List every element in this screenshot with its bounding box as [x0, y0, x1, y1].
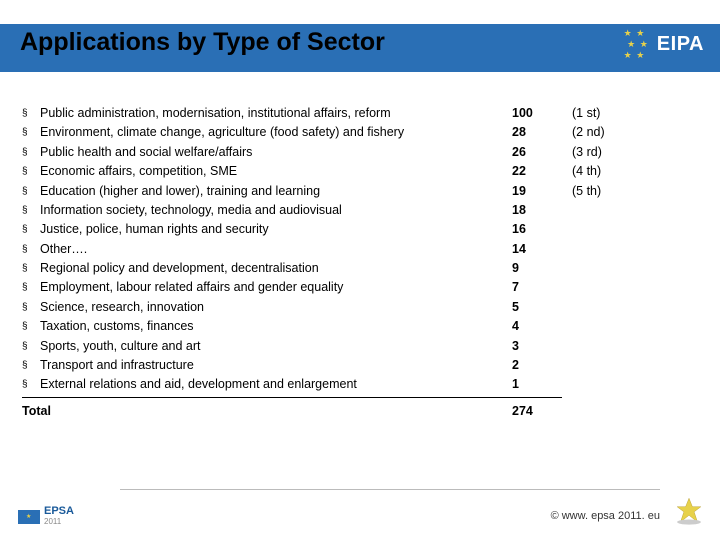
bullet-icon: § [22, 201, 40, 220]
sector-value: 5 [512, 298, 572, 317]
sector-label: Public health and social welfare/affairs [40, 143, 512, 162]
bullet-icon: § [22, 356, 40, 375]
bullet-icon: § [22, 240, 40, 259]
bullet-icon: § [22, 123, 40, 142]
bullet-icon: § [22, 298, 40, 317]
eipa-text: EIPA [657, 33, 704, 56]
footer-epsa-text: EPSA [44, 505, 74, 517]
sector-value: 18 [512, 201, 572, 220]
sector-value: 22 [512, 162, 572, 181]
sector-row: §Employment, labour related affairs and … [22, 278, 698, 297]
sector-rank: (4 th) [572, 162, 632, 181]
total-label: Total [22, 404, 512, 418]
sector-label: Regional policy and development, decentr… [40, 259, 512, 278]
footer-divider [120, 489, 660, 490]
sector-rank: (1 st) [572, 104, 632, 123]
sector-label: External relations and aid, development … [40, 375, 512, 394]
sector-label: Justice, police, human rights and securi… [40, 220, 512, 239]
bullet-icon: § [22, 143, 40, 162]
eu-flag-icon [18, 510, 40, 524]
total-row: Total274 [22, 404, 698, 418]
footer-year: 2011 [44, 517, 74, 526]
footer-url: © www. epsa 2011. eu [551, 510, 660, 522]
sector-row: §Justice, police, human rights and secur… [22, 220, 698, 239]
sector-value: 16 [512, 220, 572, 239]
bullet-icon: § [22, 182, 40, 201]
bullet-icon: § [22, 278, 40, 297]
sector-row: §Other….14 [22, 240, 698, 259]
sector-value: 7 [512, 278, 572, 297]
sector-value: 26 [512, 143, 572, 162]
bullet-icon: § [22, 337, 40, 356]
sector-row: §Transport and infrastructure2 [22, 356, 698, 375]
award-icon [672, 496, 706, 526]
sector-row: §Economic affairs, competition, SME22(4 … [22, 162, 698, 181]
sector-value: 14 [512, 240, 572, 259]
sector-label: Public administration, modernisation, in… [40, 104, 512, 123]
bullet-icon: § [22, 375, 40, 394]
bullet-icon: § [22, 220, 40, 239]
sector-label: Economic affairs, competition, SME [40, 162, 512, 181]
list-divider [22, 397, 562, 398]
sector-row: §Education (higher and lower), training … [22, 182, 698, 201]
sector-label: Environment, climate change, agriculture… [40, 123, 512, 142]
page-title: Applications by Type of Sector [20, 28, 385, 57]
footer-logo-left: EPSA 2011 [18, 505, 74, 526]
sector-label: Transport and infrastructure [40, 356, 512, 375]
sector-rank: (2 nd) [572, 123, 632, 142]
sector-label: Other…. [40, 240, 512, 259]
sector-value: 9 [512, 259, 572, 278]
bullet-icon: § [22, 104, 40, 123]
sector-row: §Public health and social welfare/affair… [22, 143, 698, 162]
sector-rank: (5 th) [572, 182, 632, 201]
sector-label: Education (higher and lower), training a… [40, 182, 512, 201]
sector-value: 2 [512, 356, 572, 375]
eipa-badge: ★ ★ ★ ★★ ★ EIPA [624, 28, 704, 60]
bullet-icon: § [22, 259, 40, 278]
sector-label: Science, research, innovation [40, 298, 512, 317]
sector-row: §Regional policy and development, decent… [22, 259, 698, 278]
sector-label: Taxation, customs, finances [40, 317, 512, 336]
sector-row: §Sports, youth, culture and art3 [22, 337, 698, 356]
sector-value: 4 [512, 317, 572, 336]
star-cluster-icon: ★ ★ ★ ★★ ★ [624, 28, 649, 60]
sector-rank: (3 rd) [572, 143, 632, 162]
bullet-icon: § [22, 317, 40, 336]
sector-value: 1 [512, 375, 572, 394]
sector-label: Information society, technology, media a… [40, 201, 512, 220]
sector-list: §Public administration, modernisation, i… [22, 104, 698, 418]
sector-label: Employment, labour related affairs and g… [40, 278, 512, 297]
total-value: 274 [512, 404, 572, 418]
sector-row: §Public administration, modernisation, i… [22, 104, 698, 123]
sector-value: 100 [512, 104, 572, 123]
sector-label: Sports, youth, culture and art [40, 337, 512, 356]
sector-value: 28 [512, 123, 572, 142]
sector-row: §Science, research, innovation5 [22, 298, 698, 317]
sector-value: 3 [512, 337, 572, 356]
sector-row: §External relations and aid, development… [22, 375, 698, 394]
bullet-icon: § [22, 162, 40, 181]
sector-row: §Taxation, customs, finances4 [22, 317, 698, 336]
sector-value: 19 [512, 182, 572, 201]
sector-row: §Information society, technology, media … [22, 201, 698, 220]
sector-row: §Environment, climate change, agricultur… [22, 123, 698, 142]
